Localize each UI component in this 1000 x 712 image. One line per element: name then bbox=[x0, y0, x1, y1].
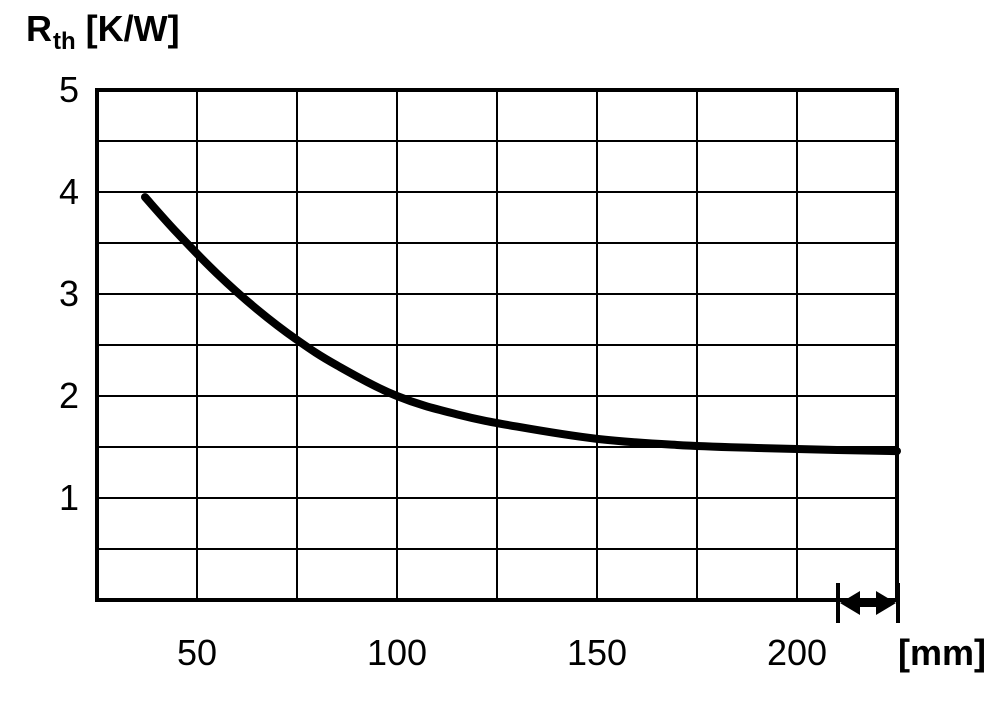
x-tick-label: 200 bbox=[767, 632, 827, 674]
y-tick-label: 3 bbox=[59, 273, 79, 315]
x-tick-label: 50 bbox=[167, 632, 227, 674]
thermal-resistance-chart: Rth [K/W] [mm] 1234550100150200 bbox=[0, 0, 1000, 712]
y-tick-label: 1 bbox=[59, 477, 79, 519]
y-tick-label: 5 bbox=[59, 69, 79, 111]
plot-svg bbox=[0, 0, 1000, 712]
x-tick-label: 100 bbox=[367, 632, 427, 674]
y-tick-label: 4 bbox=[59, 171, 79, 213]
x-tick-label: 150 bbox=[567, 632, 627, 674]
y-tick-label: 2 bbox=[59, 375, 79, 417]
